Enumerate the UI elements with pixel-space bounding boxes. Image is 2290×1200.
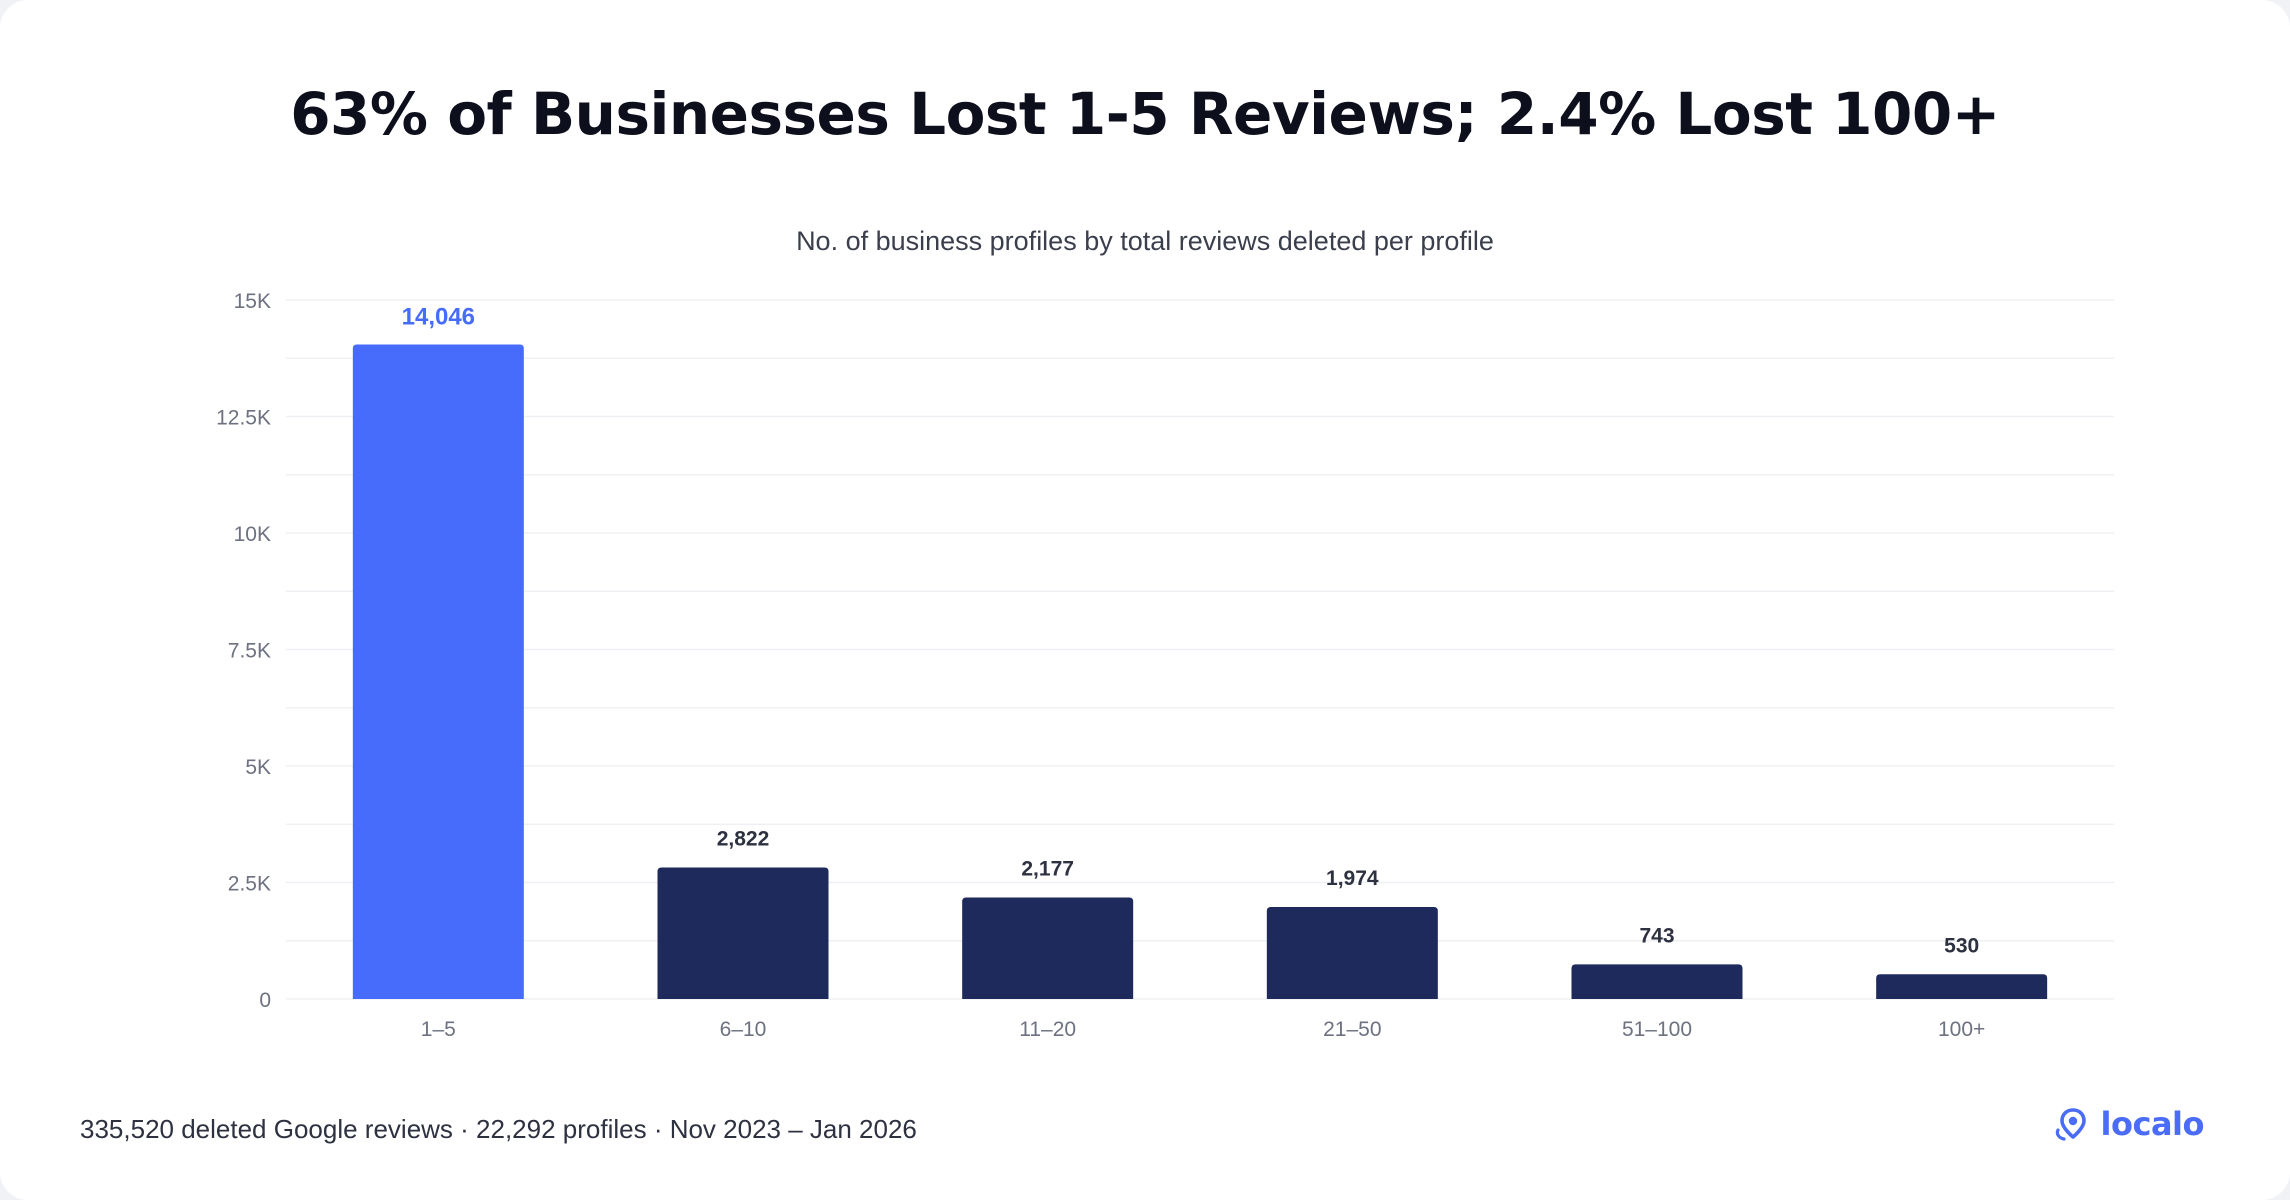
data-label: 1,974 (1326, 867, 1379, 890)
x-tick-label: 100+ (1938, 1018, 1985, 1041)
y-tick-label: 12.5K (216, 407, 271, 430)
brand-name: localo (2100, 1105, 2205, 1143)
x-tick-label: 51–100 (1622, 1018, 1692, 1041)
y-tick-label: 7.5K (228, 640, 271, 663)
data-label: 530 (1944, 934, 1979, 957)
x-tick-label: 21–50 (1323, 1018, 1381, 1041)
chart-title: 63% of Businesses Lost 1-5 Reviews; 2.4%… (290, 80, 2000, 148)
x-tick-label: 1–5 (421, 1018, 456, 1041)
bar (1571, 964, 1743, 999)
data-label: 2,177 (1021, 858, 1074, 881)
data-label: 2,822 (717, 827, 770, 850)
y-tick-label: 0 (259, 989, 271, 1012)
location-pin-icon (2055, 1108, 2086, 1141)
footer-note: 335,520 deleted Google reviews · 22,292 … (80, 1114, 917, 1144)
y-tick-label: 5K (245, 756, 271, 779)
x-tick-label: 6–10 (720, 1018, 767, 1041)
data-label: 14,046 (402, 303, 475, 330)
y-tick-label: 10K (234, 523, 271, 546)
brand-logo[interactable]: localo (2053, 1104, 2205, 1144)
data-label: 743 (1639, 924, 1674, 947)
x-tick-label: 11–20 (1019, 1018, 1076, 1041)
y-tick-label: 2.5K (228, 873, 271, 896)
bar (1876, 974, 2048, 999)
chart-subtitle: No. of business profiles by total review… (796, 226, 1494, 256)
bar (1266, 907, 1438, 999)
bar (657, 867, 829, 999)
bar (352, 344, 524, 999)
y-tick-label: 15K (234, 290, 271, 313)
bar (962, 897, 1134, 999)
